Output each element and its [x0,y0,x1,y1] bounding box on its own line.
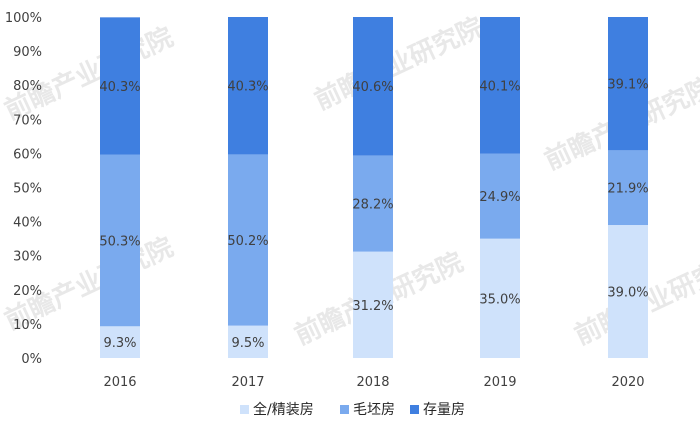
data-label: 40.6% [352,80,393,95]
data-label: 28.2% [352,198,393,213]
x-tick-label: 2020 [611,375,644,390]
x-axis: 2016 2017 2018 2019 2020 [103,375,644,390]
bar-segment [353,251,393,358]
y-tick-label: 10% [13,318,42,333]
legend-swatch [340,405,349,414]
x-tick-label: 2017 [231,375,264,390]
y-tick-label: 20% [13,284,42,299]
data-label: 9.3% [103,336,136,351]
bar-segment [100,326,140,358]
data-label: 50.2% [227,234,268,249]
bar-segment [228,154,268,326]
bars-layer [100,17,648,358]
y-tick-label: 40% [13,216,42,231]
legend-label: 全/精装房 [253,401,314,418]
data-labels-layer: 9.3% 50.3% 40.3% 9.5% 50.2% 40.3% 31.2% 28.2% 40… [99,78,648,351]
data-label: 40.1% [479,79,520,94]
data-label: 35.0% [479,292,520,307]
y-tick-label: 60% [13,147,42,162]
legend: 全/精装房 毛坯房 存量房 [240,401,465,418]
y-tick-label: 0% [21,352,42,367]
watermark-text: 前瞻产业研究院 [0,21,178,126]
bar-segment [608,225,648,358]
y-tick-label: 30% [13,250,42,265]
y-axis: 0% 10% 20% 30% 40% 50% 60% 70% 80% 90% 100% [5,11,42,367]
watermark-text: 前瞻产业研究院 [310,11,488,116]
legend-swatch [410,405,419,414]
bar-segment [480,238,520,358]
y-tick-label: 80% [13,79,42,94]
x-tick-label: 2016 [103,375,136,390]
bar-segment [480,153,520,239]
bar-segment [353,155,393,252]
bar-segment [480,17,520,154]
y-tick-label: 70% [13,113,42,128]
bar-segment [100,154,140,327]
legend-swatch [240,405,249,414]
x-tick-label: 2019 [483,375,516,390]
data-label: 40.3% [227,80,268,95]
bar-segment [228,325,268,358]
x-tick-label: 2018 [356,375,389,390]
data-label: 39.0% [607,286,648,301]
data-label: 39.1% [607,78,648,93]
data-label: 9.5% [231,336,264,351]
bar-segment [228,17,268,155]
bar-segment [353,17,393,156]
data-label: 21.9% [607,182,648,197]
data-label: 40.3% [99,80,140,95]
data-label: 31.2% [352,299,393,314]
y-tick-label: 90% [13,45,42,60]
y-tick-label: 100% [5,11,42,26]
bar-segment [100,17,140,155]
legend-label: 毛坯房 [353,402,395,418]
data-label: 24.9% [479,190,520,205]
bar-segment [608,150,648,226]
bar-segment [608,17,648,151]
data-label: 50.3% [99,235,140,250]
legend-label: 存量房 [423,402,465,418]
y-tick-label: 50% [13,182,42,197]
